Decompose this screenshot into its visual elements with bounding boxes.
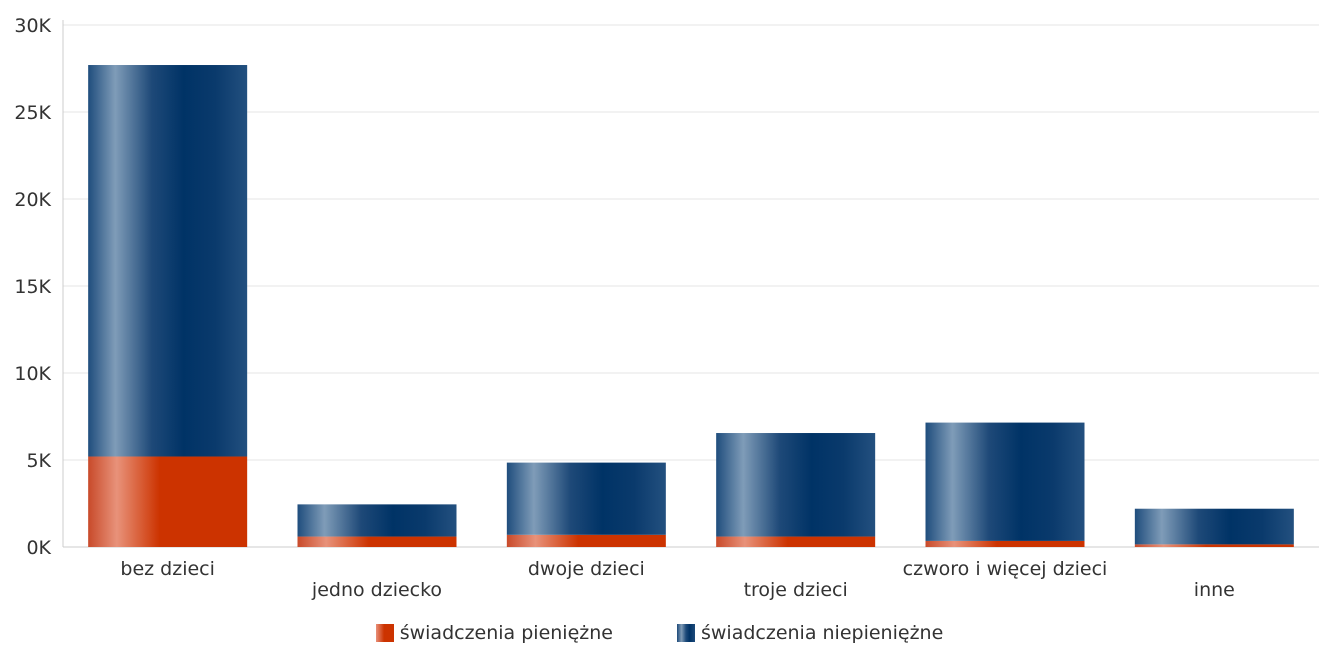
y-tick-label: 5K	[26, 450, 51, 472]
axis-labels: 0K 5K 10K 15K 20K 25K 30K bez dzieci jedno dziec…	[14, 15, 1235, 601]
bar-noncash[interactable]	[925, 422, 1085, 541]
bar-noncash[interactable]	[506, 462, 666, 535]
legend-label-cash: świadczenia pieniężne	[399, 622, 613, 644]
x-category-label: czworo i więcej dzieci	[903, 558, 1108, 580]
x-category-label: dwoje dzieci	[528, 558, 645, 580]
bar-cash[interactable]	[925, 540, 1085, 547]
legend-item-cash[interactable]: świadczenia pieniężne	[375, 622, 613, 644]
stacked-bar-chart: 0K 5K 10K 15K 20K 25K 30K bez dzieci jedno dziec…	[14, 15, 1319, 601]
x-category-label: inne	[1194, 579, 1235, 601]
bar-noncash[interactable]	[1134, 508, 1294, 545]
legend-label-noncash: świadczenia niepieniężne	[700, 622, 944, 644]
y-tick-label: 30K	[14, 15, 51, 37]
y-tick-label: 25K	[14, 102, 51, 124]
y-tick-label: 15K	[14, 276, 51, 298]
axes	[62, 20, 1319, 548]
x-category-label: troje dzieci	[744, 579, 848, 601]
y-tick-label: 10K	[14, 363, 51, 385]
bar-cash[interactable]	[716, 536, 876, 547]
y-tick-label: 0K	[26, 537, 51, 559]
bar-cash[interactable]	[297, 536, 457, 547]
bar-noncash[interactable]	[88, 65, 248, 457]
legend: świadczenia pieniężne świadczenia niepie…	[0, 620, 1319, 646]
bar-cash[interactable]	[1134, 544, 1294, 547]
legend-item-noncash[interactable]: świadczenia niepieniężne	[676, 622, 944, 644]
legend-swatch-cash	[375, 624, 394, 642]
bar-noncash[interactable]	[297, 504, 457, 537]
y-tick-label: 20K	[14, 189, 51, 211]
bar-cash[interactable]	[506, 534, 666, 547]
gridlines	[63, 24, 1319, 461]
x-category-label: bez dzieci	[120, 558, 215, 580]
legend-swatch-noncash	[676, 624, 695, 642]
bar-cash[interactable]	[88, 456, 248, 547]
bar-noncash[interactable]	[716, 433, 876, 537]
bars	[88, 65, 1294, 547]
x-category-label: jedno dziecko	[311, 579, 442, 601]
